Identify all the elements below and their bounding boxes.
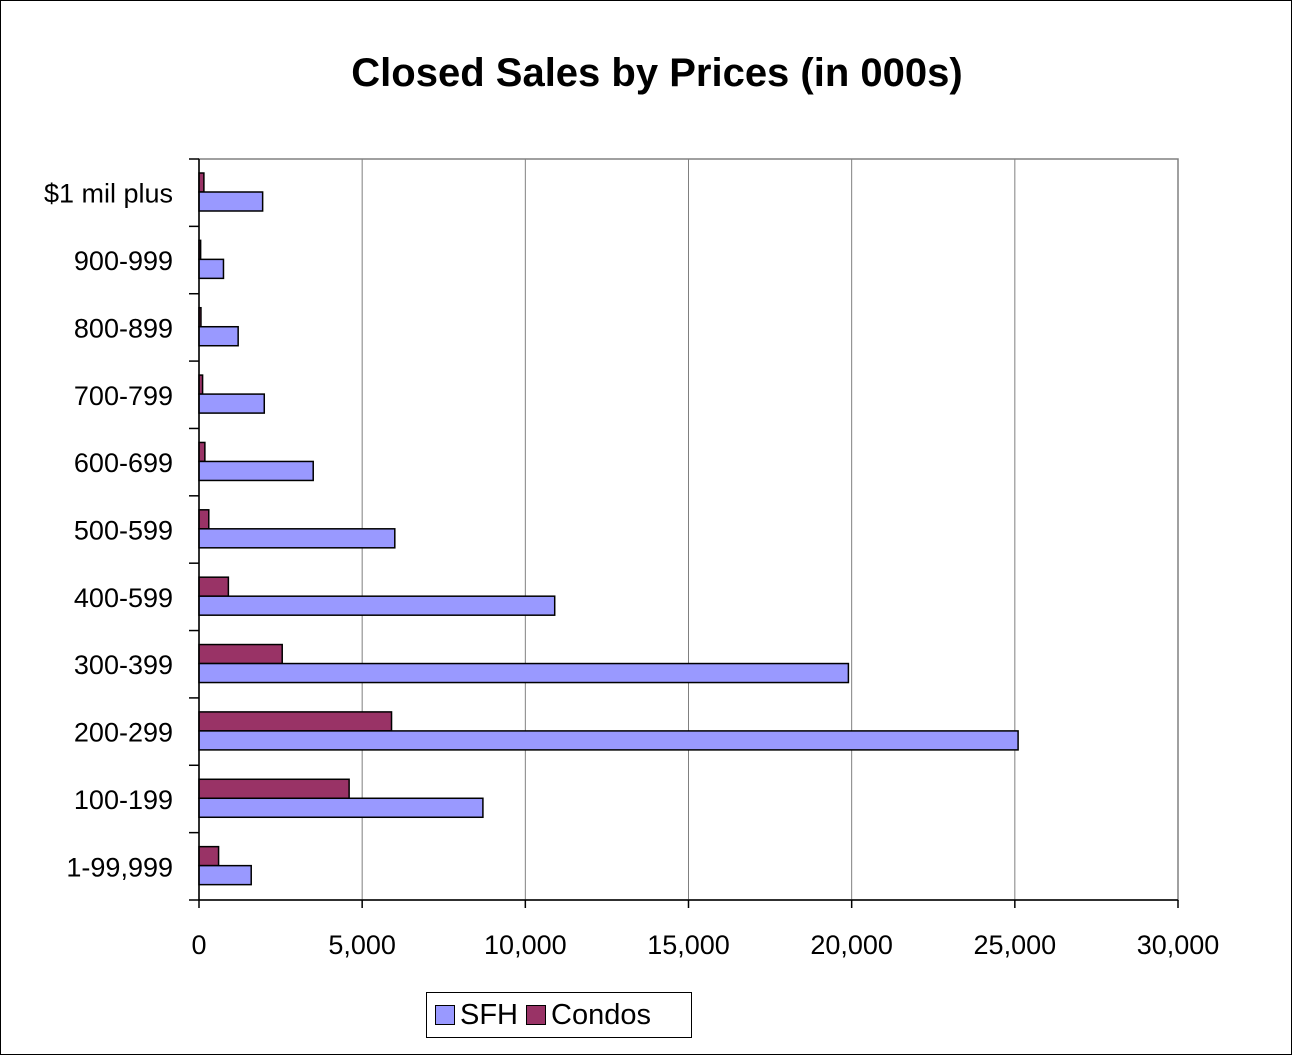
x-tick-label: 10,000 <box>484 930 567 960</box>
bar-condos <box>198 711 393 732</box>
bar-sfh <box>198 325 239 347</box>
bar-sfh <box>198 393 266 414</box>
legend-swatch-condos <box>526 1005 546 1025</box>
y-tick-label: 300-399 <box>74 650 173 680</box>
x-tick-label: 0 <box>191 930 206 960</box>
legend: SFH Condos <box>426 992 692 1038</box>
legend-label-sfh: SFH <box>460 998 518 1031</box>
bar-condos <box>198 778 350 800</box>
y-tick-label: 700-799 <box>74 381 173 411</box>
legend-swatch-sfh <box>435 1005 455 1025</box>
bar-condos <box>198 441 206 463</box>
y-tick-label: $1 mil plus <box>44 179 173 209</box>
y-tick-label: 500-599 <box>74 516 173 546</box>
x-tick-label: 20,000 <box>810 930 893 960</box>
y-tick-label: 900-999 <box>74 246 173 276</box>
legend-item-sfh: SFH <box>435 999 518 1032</box>
bar-condos <box>198 509 210 530</box>
y-tick-label: 800-899 <box>74 313 173 343</box>
y-tick-label: 200-299 <box>74 718 173 748</box>
x-tick-label: 15,000 <box>647 930 730 960</box>
bar-sfh <box>198 797 484 819</box>
x-tick-label: 25,000 <box>974 930 1057 960</box>
bar-sfh <box>198 258 225 280</box>
bar-sfh <box>198 191 264 212</box>
axes <box>189 158 1179 908</box>
x-tick-label: 5,000 <box>328 930 396 960</box>
bar-sfh <box>198 595 556 616</box>
bar-sfh <box>198 528 396 549</box>
y-tick-label: 600-699 <box>74 448 173 478</box>
y-tick-label: 400-599 <box>74 583 173 613</box>
chart-title: Closed Sales by Prices (in 000s) <box>351 51 963 95</box>
bar-sfh <box>198 460 314 482</box>
bar-condos <box>198 643 283 665</box>
bars <box>198 172 1019 886</box>
y-tick-label: 100-199 <box>74 785 173 815</box>
legend-label-condos: Condos <box>551 998 651 1031</box>
tick-labels: 1-99,999 100-199 200-299 300-399 400-599 500-… <box>44 179 1219 960</box>
x-tick-label: 30,000 <box>1137 930 1220 960</box>
bar-sfh <box>198 662 850 684</box>
legend-item-condos: Condos <box>526 999 651 1032</box>
bar-condos <box>198 576 230 597</box>
bar-condos <box>198 845 220 867</box>
y-tick-label: 1-99,999 <box>66 852 173 882</box>
bar-sfh <box>198 864 252 886</box>
bar-sfh <box>198 730 1019 751</box>
